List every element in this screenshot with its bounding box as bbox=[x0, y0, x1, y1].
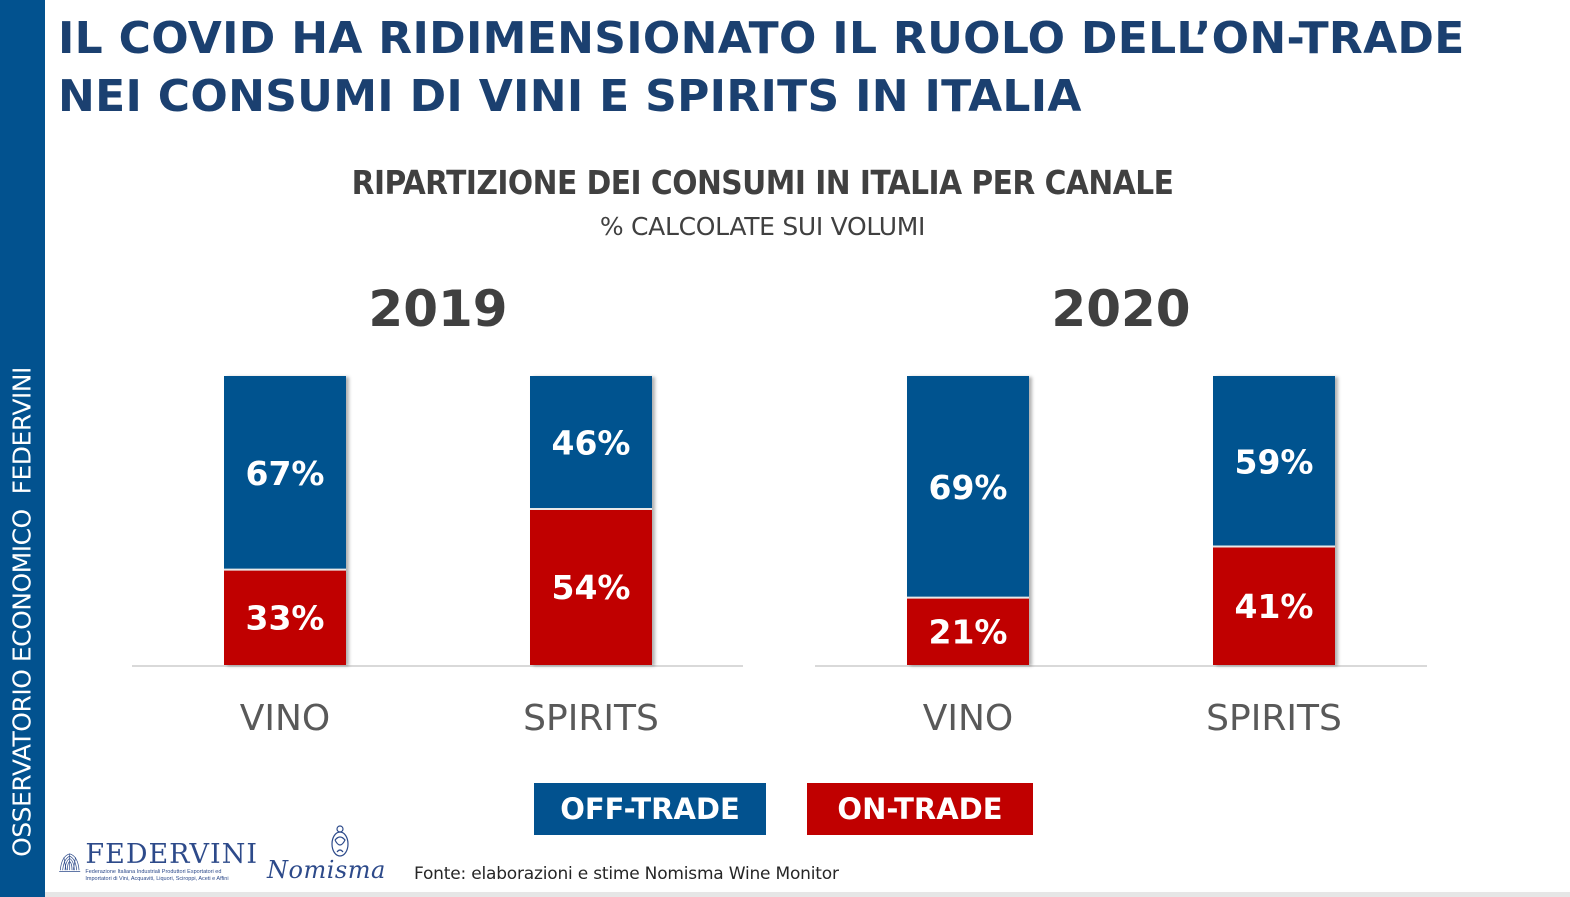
stacked-bar-vino bbox=[224, 376, 346, 665]
data-label-on-trade: 54% bbox=[552, 568, 631, 607]
page-title-line-2: NEI CONSUMI DI VINI E SPIRITS IN ITALIA bbox=[58, 71, 1082, 122]
category-label: SPIRITS bbox=[1206, 698, 1342, 739]
legend-on-trade-label: ON-TRADE bbox=[837, 792, 1003, 826]
data-label-on-trade: 33% bbox=[246, 598, 325, 637]
bar-segment-on-trade bbox=[224, 569, 346, 665]
bar-segment-on-trade bbox=[530, 508, 652, 665]
chart-subtitle: % CALCOLATE SUI VOLUMI bbox=[599, 212, 926, 241]
chart-panel-2019: 2019 67% 33% VINO 46% 54% SPIRITS bbox=[132, 280, 743, 739]
nomisma-name: Nomisma bbox=[267, 856, 386, 884]
stacked-bar-vino bbox=[907, 376, 1029, 665]
chart-panel-2020: 2020 69% 21% VINO 59% 41% SPIRITS bbox=[815, 280, 1427, 739]
federvini-subtitle-1: Federazione Italiana Industriali Produtt… bbox=[85, 869, 222, 875]
bottom-strip bbox=[45, 892, 1570, 897]
stacked-bar-spirits bbox=[1213, 376, 1335, 665]
data-label-on-trade: 21% bbox=[929, 612, 1008, 651]
data-label-off-trade: 67% bbox=[246, 454, 325, 493]
federvini-subtitle-2: Importatori di Vini, Acquaviti, Liquori,… bbox=[85, 876, 229, 882]
panel-year-label: 2020 bbox=[1051, 280, 1190, 338]
legend-on-trade: ON-TRADE bbox=[807, 783, 1033, 835]
source-note: Fonte: elaborazioni e stime Nomisma Wine… bbox=[414, 864, 839, 884]
category-label: SPIRITS bbox=[523, 698, 659, 739]
page-title: IL COVID HA RIDIMENSIONATO IL RUOLO DELL… bbox=[58, 10, 1465, 126]
data-label-on-trade: 41% bbox=[1235, 587, 1314, 626]
side-band bbox=[0, 0, 45, 897]
bar-segment-off-trade bbox=[1213, 376, 1335, 547]
page-title-line-1: IL COVID HA RIDIMENSIONATO IL RUOLO DELL… bbox=[58, 13, 1465, 64]
stacked-bar-spirits bbox=[530, 376, 652, 665]
data-label-off-trade: 69% bbox=[929, 468, 1008, 507]
data-label-off-trade: 46% bbox=[552, 423, 631, 462]
bar-segment-on-trade bbox=[1213, 546, 1335, 665]
chart-area: 2019 67% 33% VINO 46% 54% SPIRITS 2020 69% 21% VIN… bbox=[132, 280, 1427, 739]
federvini-logo: FEDERVINI Federazione Italiana Industria… bbox=[58, 838, 258, 886]
nomisma-emblem-icon bbox=[331, 825, 349, 857]
federvini-name: FEDERVINI bbox=[85, 839, 258, 870]
bar-segment-off-trade bbox=[224, 376, 346, 570]
legend-off-trade-label: OFF-TRADE bbox=[560, 792, 740, 826]
category-label: VINO bbox=[240, 698, 331, 739]
bar-segment-off-trade bbox=[530, 376, 652, 509]
bar-segment-off-trade bbox=[907, 376, 1029, 598]
legend-off-trade: OFF-TRADE bbox=[534, 783, 766, 835]
panel-year-label: 2019 bbox=[368, 280, 507, 338]
category-label: VINO bbox=[923, 698, 1014, 739]
bar-segment-on-trade bbox=[907, 597, 1029, 665]
nomisma-logo: Nomisma bbox=[265, 822, 390, 888]
data-label-off-trade: 59% bbox=[1235, 442, 1314, 481]
federvini-emblem-icon bbox=[59, 853, 81, 872]
chart-title: RIPARTIZIONE DEI CONSUMI IN ITALIA PER C… bbox=[351, 163, 1174, 202]
